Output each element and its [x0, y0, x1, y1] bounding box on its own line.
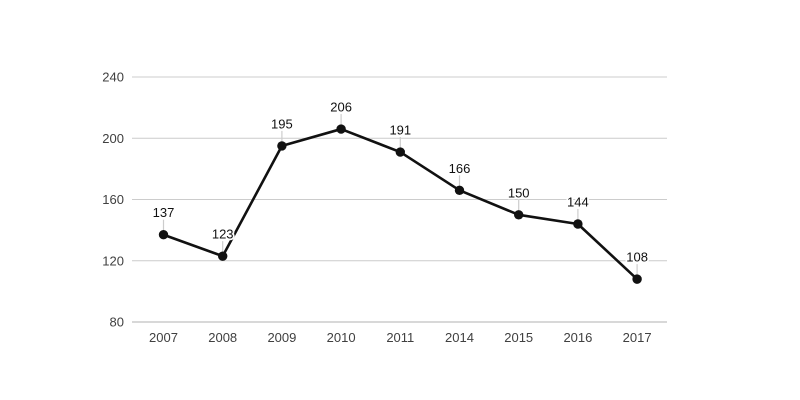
data-point-label: 123: [212, 227, 234, 242]
x-axis-tick-label: 2008: [208, 330, 237, 345]
data-point-2016: [573, 219, 583, 229]
y-axis-tick-label: 160: [102, 192, 124, 207]
data-point-2011: [395, 147, 405, 157]
x-axis-tick-label: 2017: [623, 330, 652, 345]
y-axis-tick-label: 80: [110, 315, 124, 330]
data-point-2010: [336, 124, 346, 134]
y-axis-tick-label: 200: [102, 131, 124, 146]
data-point-label: 108: [626, 250, 648, 265]
y-axis-tick-label: 240: [102, 70, 124, 85]
data-point-2007: [158, 230, 169, 240]
x-axis-tick-label: 2007: [149, 330, 178, 345]
x-axis-tick-label: 2010: [327, 330, 356, 345]
x-axis-tick-label: 2015: [504, 330, 533, 345]
data-point-2009: [277, 141, 287, 151]
data-point-2015: [514, 210, 524, 220]
data-point-label: 137: [153, 205, 175, 220]
x-axis-tick-label: 2009: [267, 330, 296, 345]
x-axis-tick-label: 2016: [563, 330, 592, 345]
data-point-label: 166: [449, 161, 471, 176]
data-point-label: 150: [508, 185, 530, 200]
data-point-2008: [218, 251, 228, 261]
data-point-label: 195: [271, 116, 293, 131]
data-point-label: 144: [567, 195, 589, 210]
data-point-label: 206: [330, 100, 352, 115]
x-axis-tick-label: 2011: [386, 330, 414, 345]
y-axis-tick-label: 120: [102, 253, 124, 268]
x-axis-tick-label: 2014: [445, 330, 474, 345]
data-point-2017: [632, 274, 642, 284]
data-point-2014: [454, 185, 465, 196]
data-point-label: 191: [389, 123, 411, 138]
